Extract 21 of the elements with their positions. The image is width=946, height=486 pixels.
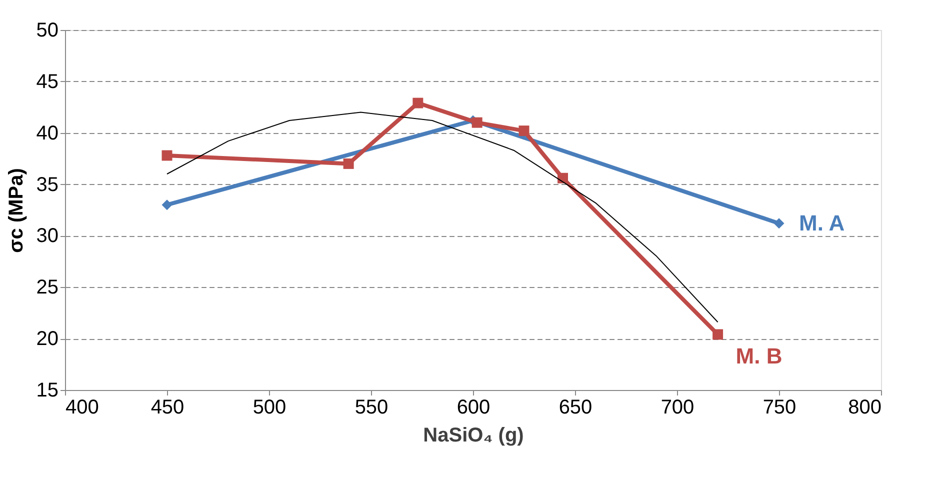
x-tick-label: 600 [456,396,490,418]
y-tick-label: 50 [36,20,58,42]
series-label: M. B [736,343,782,368]
y-tick-label: 20 [36,328,58,350]
y-tick-label: 30 [36,225,58,248]
y-tick-label: 45 [36,70,58,93]
x-axis-title: NaSiO₄ (g) [423,424,524,446]
x-tick-label: 500 [252,396,286,418]
x-tick-label: 700 [660,396,694,418]
x-tick-label: 800 [848,396,882,418]
x-tick-label: 650 [558,396,592,418]
x-tick-label: 550 [354,396,388,418]
y-axis-title: σc (MPa) [5,168,28,253]
y-tick-label: 15 [36,380,58,402]
x-tick-label: 750 [762,396,796,418]
y-tick-label: 25 [36,276,58,299]
y-tick-label: 40 [36,122,58,144]
x-tick-label: 400 [66,396,99,418]
y-tick-label: 35 [36,174,58,196]
x-tick-label: 450 [150,396,184,418]
series-label: M. A [799,210,845,236]
